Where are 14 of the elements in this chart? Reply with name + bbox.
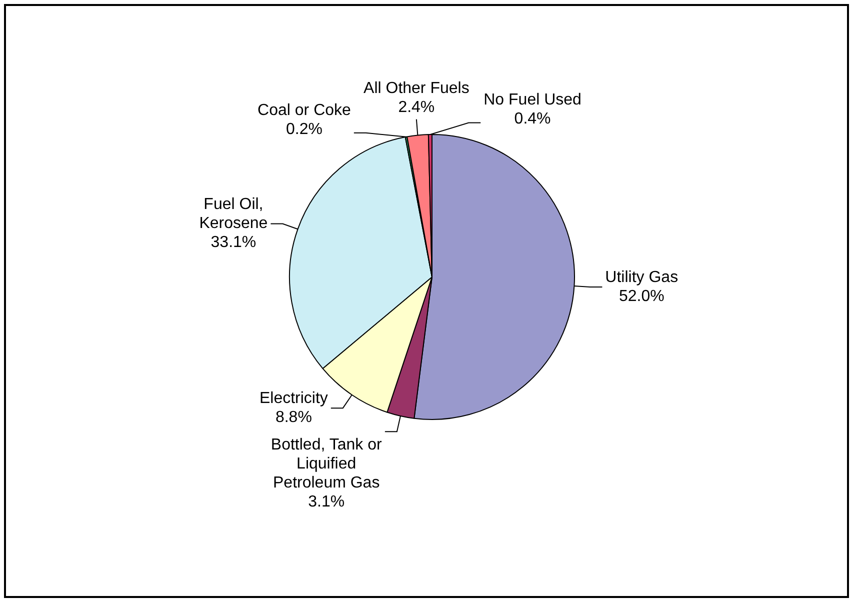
slice-label: Coal or Coke [258, 102, 352, 119]
data-label: 0.4% [514, 110, 551, 128]
data-label: 2.4% [398, 99, 435, 116]
slice-label: All Other Fuels [364, 80, 470, 98]
slice-label: Fuel Oil, Kerosene [199, 196, 268, 232]
data-label: 0.2% [286, 120, 322, 138]
slice-label: Utility Gas [605, 268, 678, 286]
data-label: 3.1% [308, 493, 345, 510]
slice-label: Electricity [259, 390, 328, 407]
data-label: 33.1% [210, 234, 256, 252]
slice-label: Bottled, Tank or Liquified Petroleum Gas [270, 436, 382, 492]
data-label: 52.0% [618, 288, 664, 305]
slice-label: No Fuel Used [484, 92, 582, 109]
data-label: 8.8% [275, 409, 312, 426]
